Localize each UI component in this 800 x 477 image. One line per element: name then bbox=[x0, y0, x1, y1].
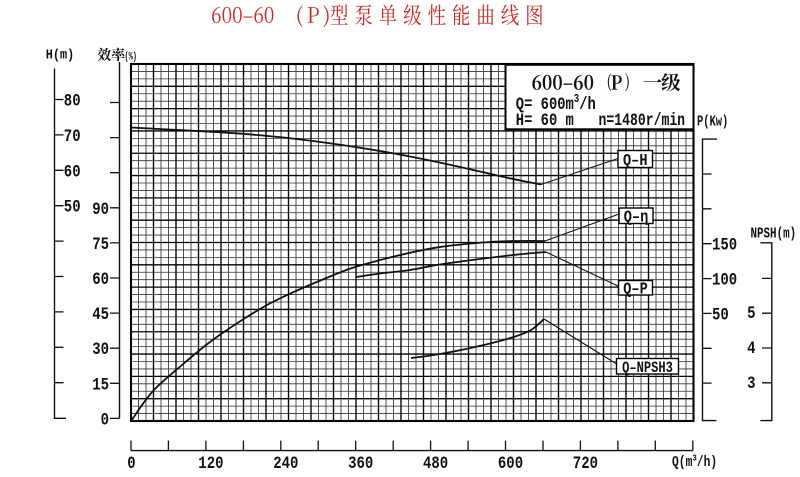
svg-text:150: 150 bbox=[712, 235, 737, 255]
svg-text:Q–NPSH3: Q–NPSH3 bbox=[622, 360, 673, 378]
svg-text:NPSH(m): NPSH(m) bbox=[751, 225, 797, 242]
svg-text:75: 75 bbox=[92, 235, 109, 255]
svg-text:5: 5 bbox=[747, 304, 755, 324]
svg-text:0: 0 bbox=[101, 410, 109, 430]
svg-text:H= 60 m: H= 60 m bbox=[516, 111, 574, 131]
svg-text:0: 0 bbox=[127, 454, 135, 474]
svg-text:120: 120 bbox=[198, 454, 223, 474]
svg-text:50: 50 bbox=[712, 305, 729, 325]
svg-text:(%): (%) bbox=[125, 50, 137, 63]
svg-text:P(Kw): P(Kw) bbox=[697, 113, 728, 130]
svg-text:45: 45 bbox=[92, 305, 109, 325]
svg-text:n=1480r/min: n=1480r/min bbox=[599, 110, 686, 130]
svg-text:15: 15 bbox=[92, 375, 109, 395]
svg-text:90: 90 bbox=[92, 199, 109, 219]
svg-text:480: 480 bbox=[423, 454, 448, 474]
svg-text:Q(m3/h): Q(m3/h) bbox=[672, 453, 717, 471]
svg-text:100: 100 bbox=[712, 270, 737, 290]
svg-text:Q–H: Q–H bbox=[623, 150, 647, 170]
svg-text:60: 60 bbox=[64, 162, 81, 182]
svg-text:4: 4 bbox=[747, 339, 756, 359]
svg-text:30: 30 bbox=[92, 340, 109, 360]
svg-text:240: 240 bbox=[273, 454, 298, 474]
svg-text:60: 60 bbox=[92, 270, 109, 290]
svg-text:600: 600 bbox=[498, 454, 523, 474]
svg-text:360: 360 bbox=[348, 454, 373, 474]
svg-text:720: 720 bbox=[573, 454, 598, 474]
svg-text:Q–P: Q–P bbox=[623, 279, 647, 299]
svg-text:H(m): H(m) bbox=[46, 47, 74, 63]
svg-text:70: 70 bbox=[64, 127, 81, 147]
svg-text:Q–η: Q–η bbox=[624, 207, 648, 227]
svg-text:50: 50 bbox=[64, 197, 81, 217]
svg-text:80: 80 bbox=[64, 91, 81, 111]
svg-text:3: 3 bbox=[747, 373, 755, 393]
